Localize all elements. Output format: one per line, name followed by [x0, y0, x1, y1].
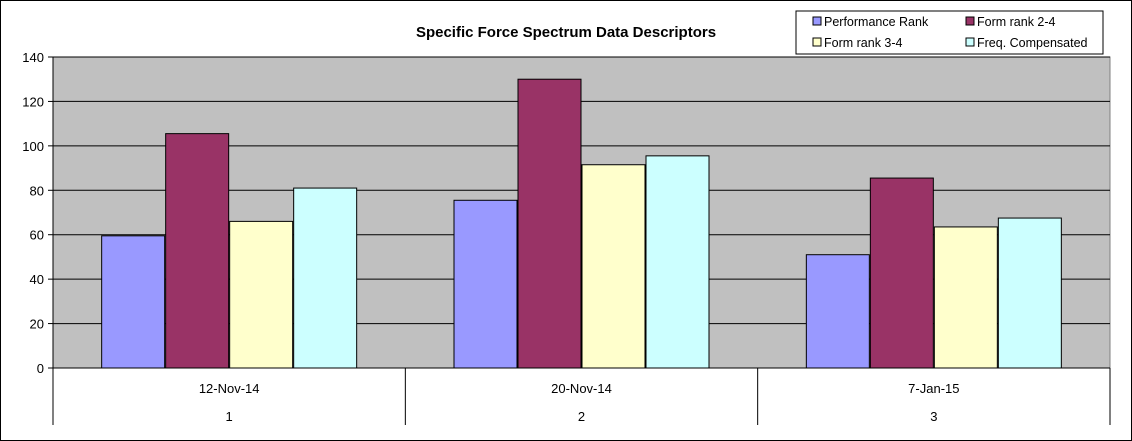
x-category-label: 7-Jan-15	[908, 381, 959, 396]
bar-1-3	[805, 254, 870, 369]
x-category-label: 20-Nov-14	[551, 381, 612, 396]
legend-swatch-1	[812, 16, 822, 26]
x-category-index-label: 2	[578, 409, 585, 424]
legend-swatch-2	[965, 16, 975, 26]
bar-4-3	[997, 217, 1062, 369]
bar-2-1	[165, 133, 230, 369]
y-tick-label: 80	[30, 183, 44, 198]
bar-1-1	[101, 235, 166, 369]
x-category-index-label: 1	[226, 409, 233, 424]
y-tick-label: 120	[22, 94, 44, 109]
y-tick-label: 40	[30, 272, 44, 287]
legend: Performance Rank Form rank 2-4 Form rank 3…	[795, 10, 1104, 55]
legend-box	[795, 10, 1104, 55]
x-category-index-label: 3	[930, 409, 937, 424]
plot-area: 0 20 40 60 80 100 120 140 12-Nov-14 1 20-Nov-14 2 7-…	[22, 50, 1111, 425]
bar-1-2	[453, 199, 518, 369]
y-tick-label: 0	[37, 361, 44, 376]
bar-3-1	[229, 220, 294, 369]
legend-label-3: Form rank 3-4	[824, 36, 903, 50]
y-tick-label: 60	[30, 228, 44, 243]
y-tick-label: 100	[22, 139, 44, 154]
legend-swatch-3	[812, 37, 822, 47]
chart-title: Specific Force Spectrum Data Descriptors	[416, 24, 716, 41]
legend-label-1: Performance Rank	[824, 15, 929, 29]
bar-4-1	[293, 187, 358, 369]
bar-3-2	[581, 164, 646, 369]
bar-2-3	[869, 177, 934, 369]
bar-2-2	[517, 78, 582, 369]
x-category-label: 12-Nov-14	[199, 381, 260, 396]
legend-swatch-4	[965, 37, 975, 47]
y-tick-label: 20	[30, 317, 44, 332]
bar-4-2	[645, 155, 710, 369]
bar-3-3	[933, 226, 998, 369]
legend-label-2: Form rank 2-4	[977, 15, 1056, 29]
y-tick-label: 140	[22, 50, 44, 65]
legend-label-4: Freq. Compensated	[977, 36, 1088, 50]
